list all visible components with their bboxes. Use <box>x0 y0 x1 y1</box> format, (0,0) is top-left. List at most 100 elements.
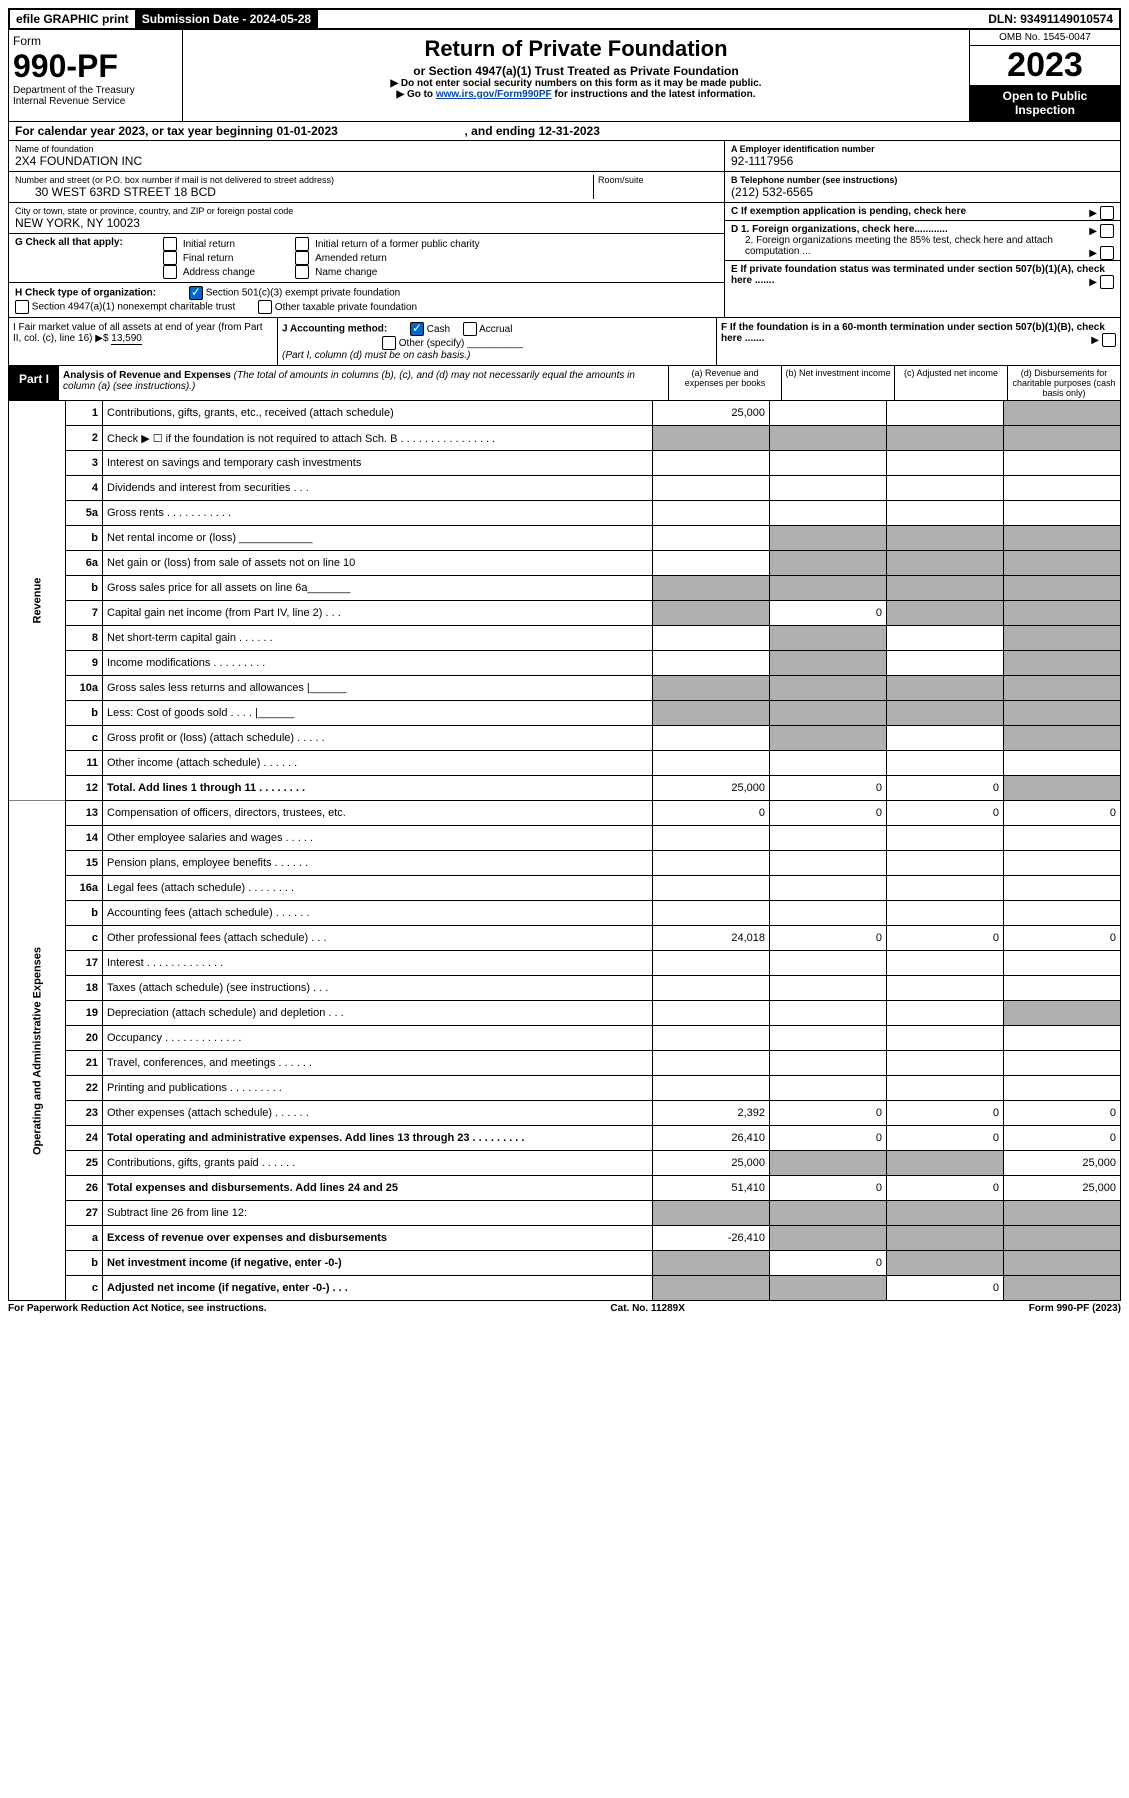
amount-cell: 0 <box>770 1101 887 1126</box>
line-desc: Depreciation (attach schedule) and deple… <box>103 1001 653 1026</box>
amount-cell <box>653 1251 770 1276</box>
omb-number: OMB No. 1545-0047 <box>970 30 1120 46</box>
col-a-header: (a) Revenue and expenses per books <box>668 366 781 400</box>
line-num: 18 <box>66 976 103 1001</box>
e-label: E If private foundation status was termi… <box>731 264 1105 286</box>
ein-label: A Employer identification number <box>731 144 1114 154</box>
amount-cell: 24,018 <box>653 926 770 951</box>
form-header: Form 990-PF Department of the Treasury I… <box>8 30 1121 122</box>
amount-cell <box>653 426 770 451</box>
line-num: 9 <box>66 651 103 676</box>
chk-amended[interactable] <box>295 251 309 265</box>
chk-e[interactable] <box>1100 275 1114 289</box>
chk-other-taxable[interactable] <box>258 300 272 314</box>
line-num: b <box>66 701 103 726</box>
amount-cell <box>770 551 887 576</box>
chk-initial-return[interactable] <box>163 237 177 251</box>
amount-cell: 26,410 <box>653 1126 770 1151</box>
amount-cell: 0 <box>770 1126 887 1151</box>
amount-cell: 25,000 <box>653 1151 770 1176</box>
line-desc: Dividends and interest from securities .… <box>103 476 653 501</box>
line-num: 16a <box>66 876 103 901</box>
line-num: 24 <box>66 1126 103 1151</box>
line-num: 4 <box>66 476 103 501</box>
line-desc: Total expenses and disbursements. Add li… <box>103 1176 653 1201</box>
amount-cell <box>887 826 1004 851</box>
form990pf-link[interactable]: www.irs.gov/Form990PF <box>436 89 552 100</box>
line-num: c <box>66 926 103 951</box>
amount-cell <box>1004 826 1121 851</box>
amount-cell: 0 <box>887 926 1004 951</box>
tax-year: 2023 <box>970 46 1120 85</box>
amount-cell <box>653 876 770 901</box>
amount-cell <box>770 751 887 776</box>
chk-cash[interactable] <box>410 322 424 336</box>
amount-cell <box>887 626 1004 651</box>
amount-cell <box>1004 626 1121 651</box>
amount-cell <box>1004 726 1121 751</box>
amount-cell <box>653 601 770 626</box>
amount-cell <box>770 401 887 426</box>
amount-cell <box>887 601 1004 626</box>
footer-left: For Paperwork Reduction Act Notice, see … <box>8 1303 267 1314</box>
amount-cell: 0 <box>1004 801 1121 826</box>
chk-f[interactable] <box>1102 333 1116 347</box>
amount-cell: 0 <box>770 801 887 826</box>
chk-accrual[interactable] <box>463 322 477 336</box>
amount-cell: 0 <box>887 1276 1004 1301</box>
chk-initial-former[interactable] <box>295 237 309 251</box>
line-desc: Taxes (attach schedule) (see instruction… <box>103 976 653 1001</box>
amount-cell <box>653 551 770 576</box>
line-desc: Income modifications . . . . . . . . . <box>103 651 653 676</box>
line-desc: Excess of revenue over expenses and disb… <box>103 1226 653 1251</box>
chk-501c3[interactable] <box>189 286 203 300</box>
chk-d2[interactable] <box>1100 246 1114 260</box>
line-desc: Subtract line 26 from line 12: <box>103 1201 653 1226</box>
chk-name-change[interactable] <box>295 265 309 279</box>
i-value: 13,590 <box>111 333 142 345</box>
amount-cell <box>1004 526 1121 551</box>
form-word: Form <box>13 34 178 48</box>
amount-cell <box>1004 1251 1121 1276</box>
amount-cell <box>770 976 887 1001</box>
chk-final-return[interactable] <box>163 251 177 265</box>
amount-cell <box>1004 751 1121 776</box>
part1-header: Part I Analysis of Revenue and Expenses … <box>8 366 1121 401</box>
amount-cell: 0 <box>887 1126 1004 1151</box>
form-number: 990-PF <box>13 48 178 85</box>
amount-cell <box>1004 1226 1121 1251</box>
amount-cell <box>887 676 1004 701</box>
amount-cell <box>653 476 770 501</box>
amount-cell <box>1004 476 1121 501</box>
amount-cell <box>1004 651 1121 676</box>
amount-cell <box>887 951 1004 976</box>
chk-4947a1[interactable] <box>15 300 29 314</box>
amount-cell: 0 <box>1004 926 1121 951</box>
amount-cell <box>887 526 1004 551</box>
f-label: F If the foundation is in a 60-month ter… <box>721 322 1105 344</box>
efile-label: efile GRAPHIC print <box>10 10 136 28</box>
line-desc: Less: Cost of goods sold . . . . |______ <box>103 701 653 726</box>
page-footer: For Paperwork Reduction Act Notice, see … <box>8 1303 1121 1314</box>
chk-address-change[interactable] <box>163 265 177 279</box>
amount-cell <box>887 1076 1004 1101</box>
chk-c[interactable] <box>1100 206 1114 220</box>
chk-other-method[interactable] <box>382 336 396 350</box>
amount-cell <box>770 1026 887 1051</box>
amount-cell: 25,000 <box>653 401 770 426</box>
amount-cell <box>1004 951 1121 976</box>
amount-cell <box>653 1001 770 1026</box>
amount-cell <box>770 476 887 501</box>
amount-cell <box>770 826 887 851</box>
line-num: 12 <box>66 776 103 801</box>
chk-d1[interactable] <box>1100 224 1114 238</box>
amount-cell <box>653 951 770 976</box>
amount-cell <box>1004 776 1121 801</box>
efile-header: efile GRAPHIC print Submission Date - 20… <box>8 8 1121 30</box>
amount-cell <box>770 1076 887 1101</box>
d2-label: 2. Foreign organizations meeting the 85%… <box>745 235 1053 257</box>
amount-cell <box>1004 1026 1121 1051</box>
line-num: 2 <box>66 426 103 451</box>
line-desc: Other income (attach schedule) . . . . .… <box>103 751 653 776</box>
line-num: 1 <box>66 401 103 426</box>
